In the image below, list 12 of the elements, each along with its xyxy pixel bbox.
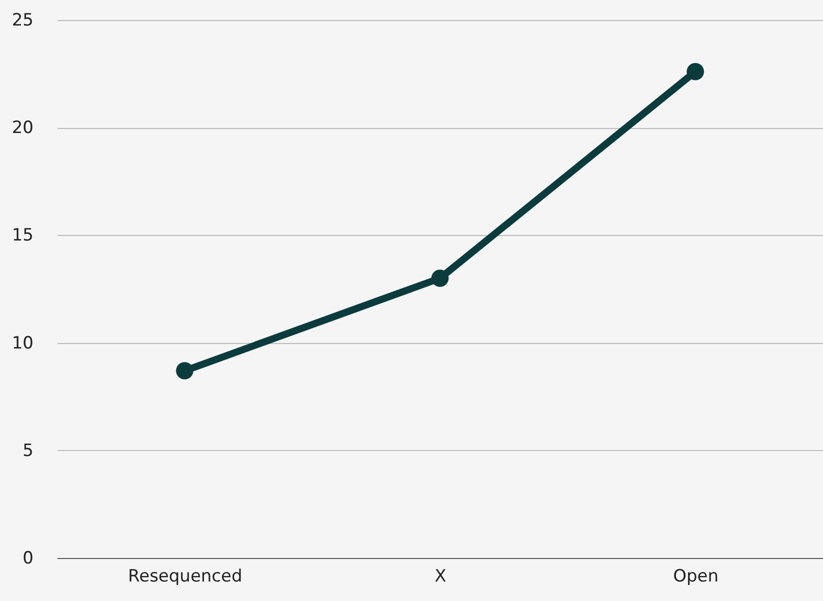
x-tick-label: Resequenced xyxy=(128,566,242,586)
point xyxy=(686,63,704,80)
y-tick-label: 20 xyxy=(12,118,34,138)
y-tick-label: 15 xyxy=(12,226,34,246)
y-tick-label: 5 xyxy=(22,440,34,461)
x-tick-label: Open xyxy=(673,566,719,586)
x-tick-label: X xyxy=(434,566,447,586)
point xyxy=(176,362,194,380)
y-tick-label: 0 xyxy=(22,548,34,568)
point xyxy=(431,270,449,287)
y-tick-label: 25 xyxy=(12,10,34,30)
y-tick-label: 10 xyxy=(12,333,34,354)
